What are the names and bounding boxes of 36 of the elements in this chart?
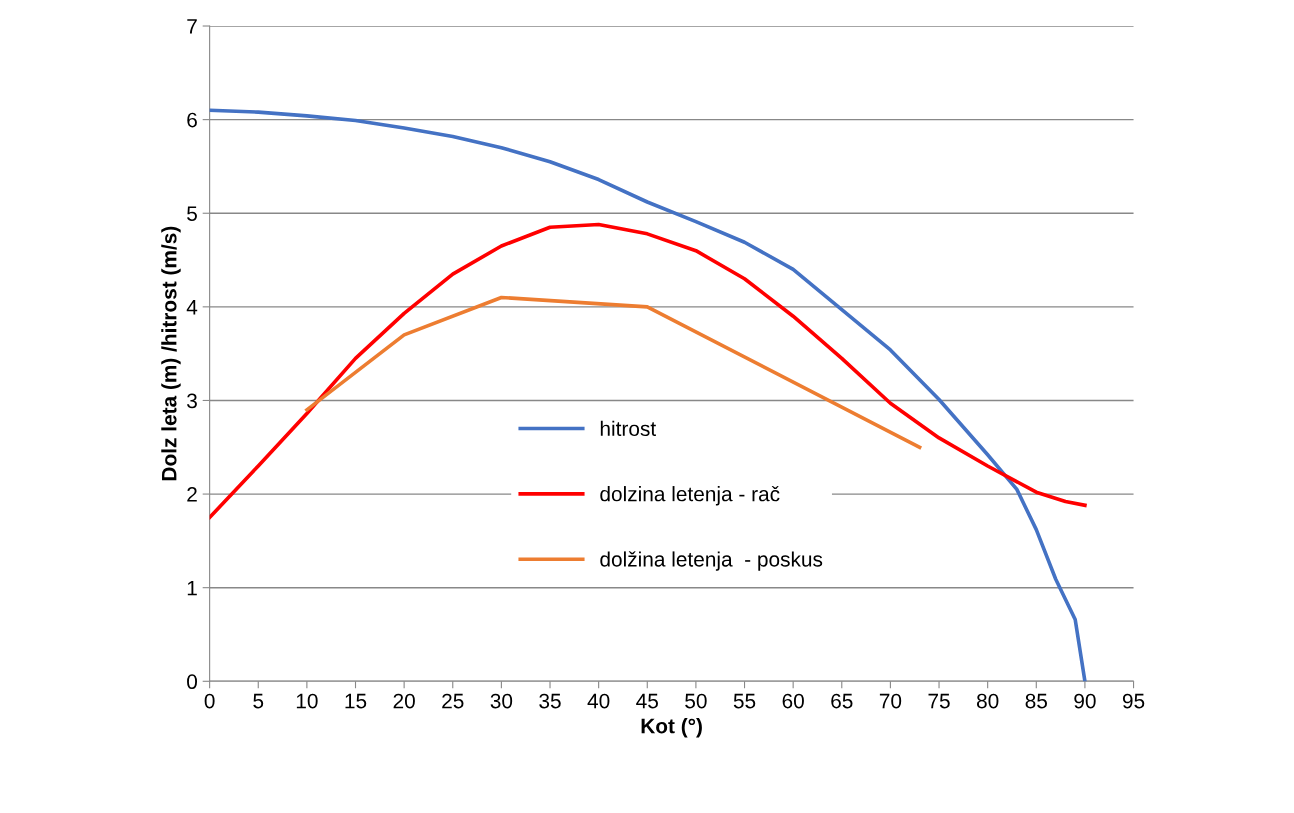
x-tick-label: 20 (393, 693, 415, 709)
x-tick-label: 40 (587, 693, 610, 709)
line-series (305, 295, 922, 450)
x-tick-label: 70 (879, 693, 902, 709)
x-tick-label: 95 (1122, 693, 1145, 709)
x-tick-label: 50 (685, 693, 707, 709)
y-tick-label: 6 (187, 112, 197, 128)
y-tick-label: 2 (187, 487, 197, 502)
x-tick-label: 80 (976, 693, 999, 709)
legend-label: hitrost (600, 420, 656, 437)
x-tick-label: 65 (831, 693, 853, 709)
y-tick-label: 3 (187, 393, 197, 409)
x-tick-label: 55 (733, 693, 756, 709)
y-tick-label: 0 (187, 674, 198, 690)
x-tick-label: 35 (539, 693, 561, 709)
x-tick-label: 90 (1074, 693, 1096, 709)
legend-label: dolzina letenja - rač (600, 485, 780, 506)
x-tick-label: 75 (928, 693, 950, 709)
y-tick-label: 5 (187, 206, 197, 221)
x-tick-label: 10 (296, 693, 318, 709)
x-tick-label: 0 (204, 693, 215, 709)
legend-label: dolžina letenja - poskus (600, 551, 823, 571)
x-tick-label: 85 (1025, 693, 1047, 709)
y-axis-title: Dolz leta (m) /hitrost (m/s) (161, 226, 181, 481)
line-series (209, 108, 1087, 682)
x-tick-label: 45 (636, 693, 658, 709)
x-tick-label: 5 (253, 693, 264, 709)
x-tick-label: 60 (782, 693, 804, 709)
y-tick-label: 7 (187, 19, 197, 34)
x-tick-label: 30 (490, 693, 513, 709)
y-tick-label: 1 (187, 580, 197, 596)
x-tick-label: 25 (442, 693, 464, 709)
y-tick-label: 4 (186, 300, 198, 315)
x-axis-title: Kot (°) (641, 718, 702, 738)
x-tick-label: 15 (345, 693, 367, 709)
line-series (209, 222, 1087, 520)
